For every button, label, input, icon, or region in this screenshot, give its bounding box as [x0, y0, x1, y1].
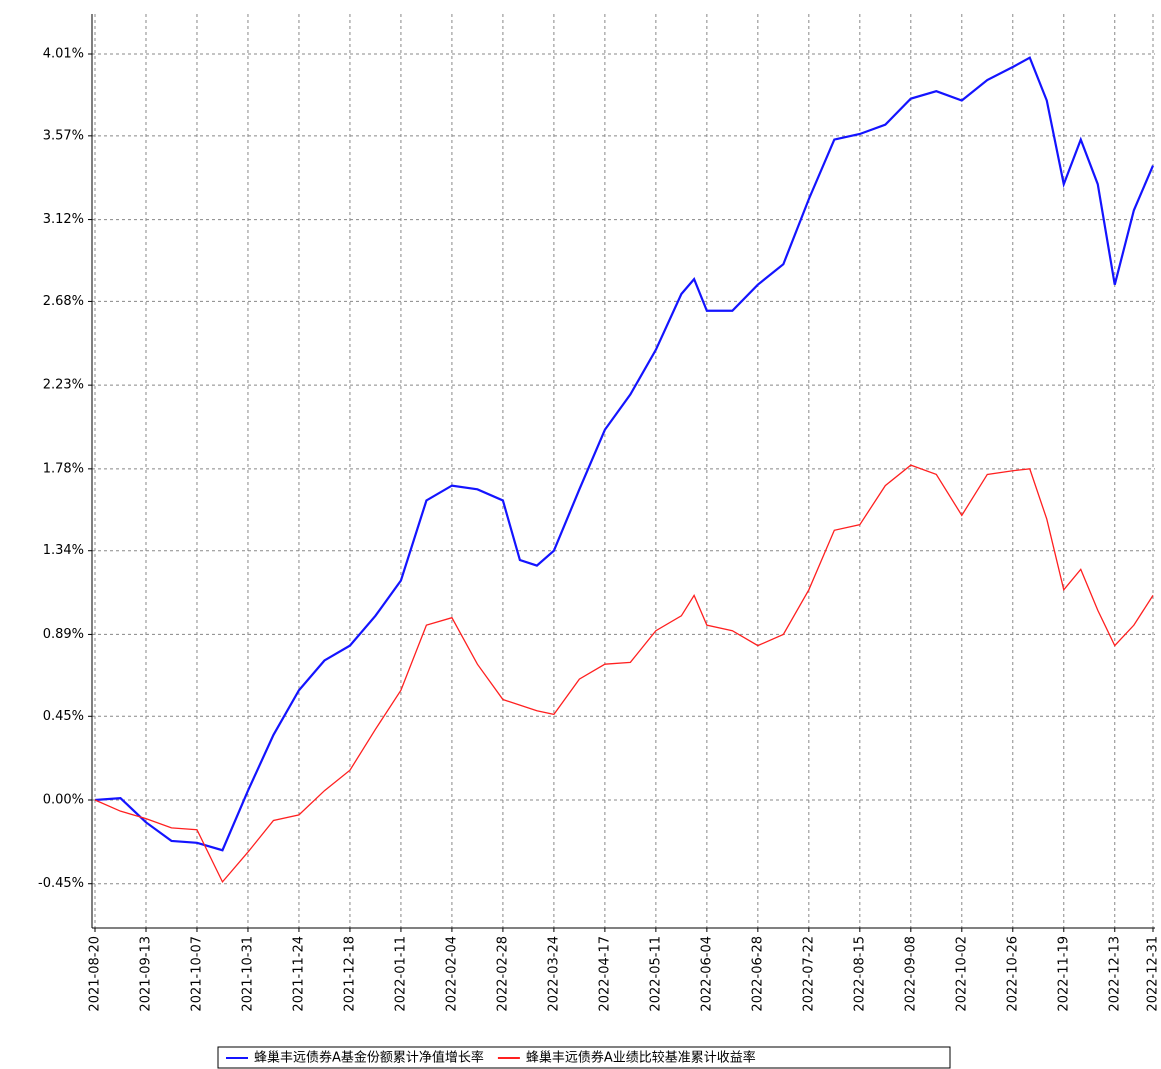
y-tick-label: 3.12% [43, 212, 84, 227]
x-tick-label: 2022-06-04 [699, 936, 714, 1012]
x-tick-label: 2021-10-07 [189, 936, 204, 1012]
x-tick-label: 2021-08-20 [88, 936, 103, 1012]
x-tick-label: 2022-04-17 [597, 936, 612, 1012]
y-tick-label: 3.57% [43, 128, 84, 143]
legend-box [217, 1046, 951, 1069]
legend-label: 蜂巢丰远债券A基金份额累计净值增长率 [254, 1050, 484, 1066]
x-tick-label: 2022-02-28 [495, 936, 510, 1012]
y-tick-label: -0.45% [38, 876, 84, 891]
x-tick-label: 2021-10-31 [240, 936, 255, 1012]
x-tick-label: 2022-06-28 [750, 936, 765, 1012]
x-tick-label: 2022-12-31 [1146, 936, 1161, 1012]
y-tick-label: 0.45% [43, 709, 84, 724]
legend-label: 蜂巢丰远债券A业绩比较基准累计收益率 [526, 1050, 756, 1066]
y-tick-label: 0.00% [43, 793, 84, 808]
x-tick-label: 2022-07-22 [801, 936, 816, 1012]
line-series [94, 56, 1155, 852]
x-tick-label: 2021-11-24 [291, 936, 306, 1012]
line-series [94, 464, 1154, 884]
x-tick-label: 2022-12-13 [1107, 936, 1122, 1012]
x-tick-label: 2022-05-11 [648, 936, 663, 1012]
x-tick-label: 2022-10-26 [1005, 936, 1020, 1012]
x-tick-label: 2022-01-11 [393, 936, 408, 1012]
y-tick-label: 1.34% [43, 543, 84, 558]
y-tick-label: 1.78% [43, 461, 84, 476]
y-tick-label: 2.68% [43, 294, 84, 309]
x-tick-label: 2021-09-13 [138, 936, 153, 1012]
y-tick-label: 2.23% [43, 378, 84, 393]
x-tick-label: 2022-08-15 [852, 936, 867, 1012]
x-tick-label: 2021-12-18 [342, 936, 357, 1012]
x-tick-label: 2022-11-19 [1056, 936, 1071, 1012]
x-tick-label: 2022-10-02 [954, 936, 969, 1012]
x-tick-label: 2022-02-04 [444, 936, 459, 1012]
x-tick-label: 2022-03-24 [546, 936, 561, 1012]
y-tick-label: 0.89% [43, 627, 84, 642]
x-tick-label: 2022-09-08 [903, 936, 918, 1012]
y-tick-label: 4.01% [43, 46, 84, 61]
